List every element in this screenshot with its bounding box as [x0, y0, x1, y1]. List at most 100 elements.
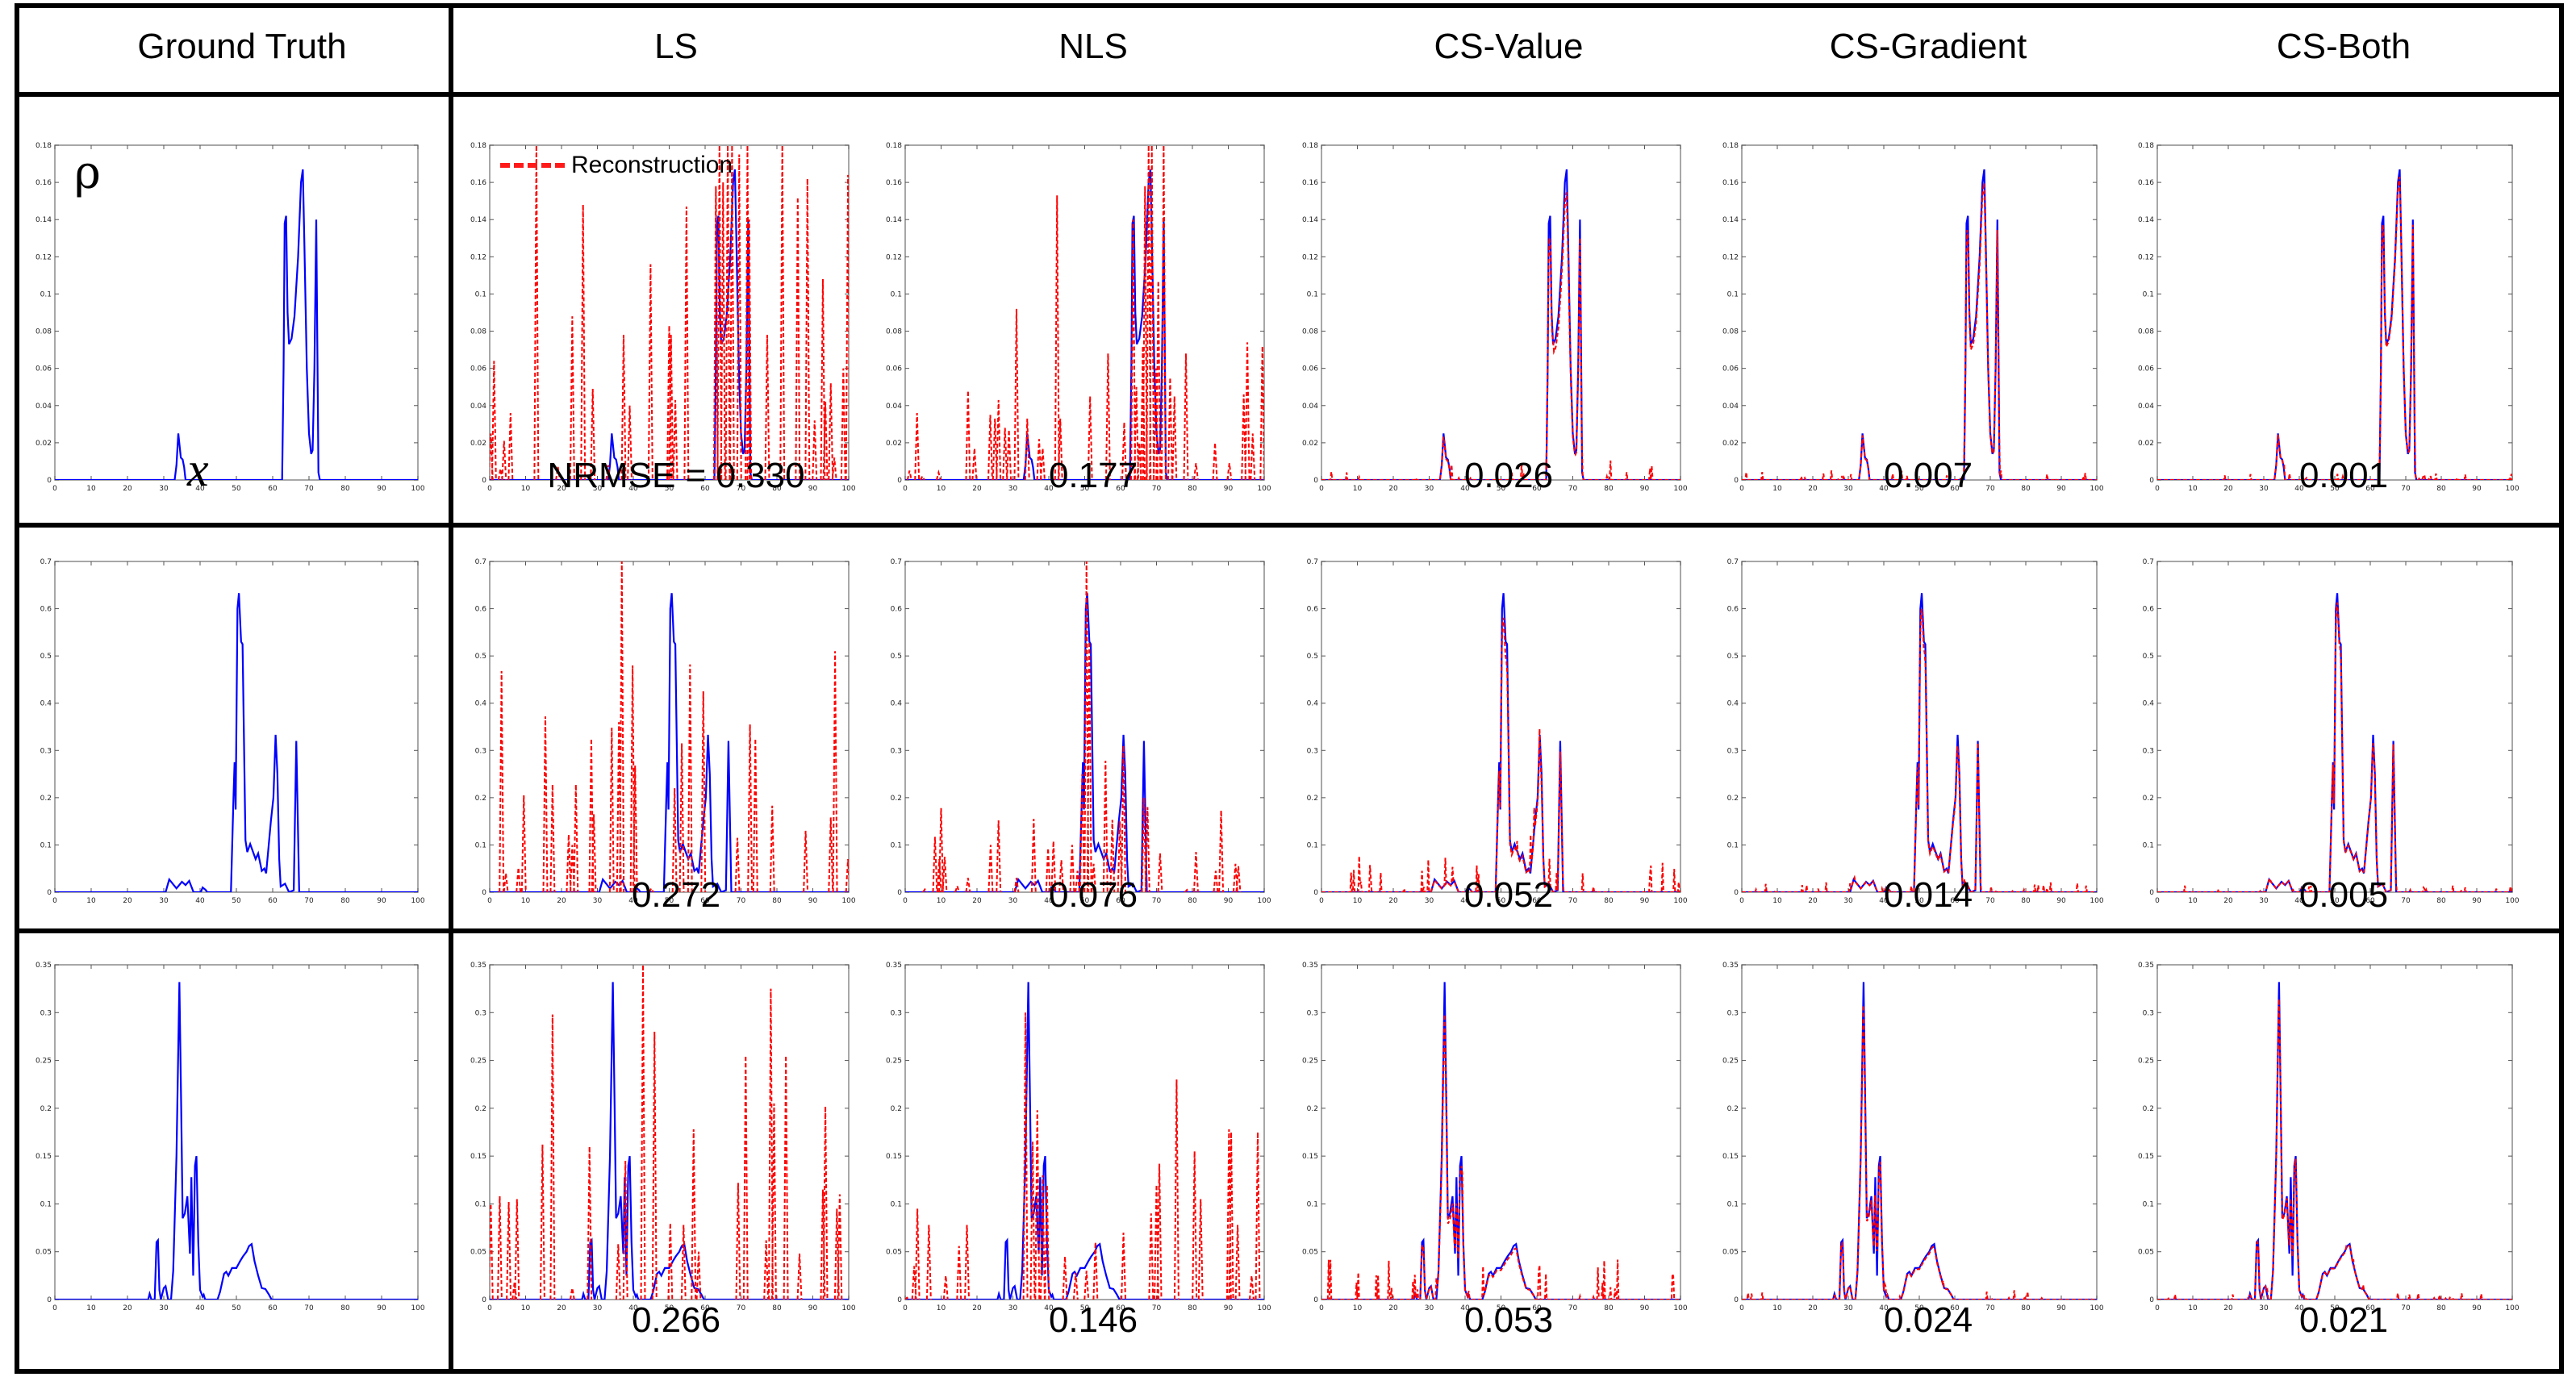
x-tick-label: 100 [2505, 897, 2519, 905]
x-tick-label: 0 [1319, 485, 1324, 493]
y-tick-label: 0.4 [475, 700, 487, 708]
ground-truth-line [905, 593, 1264, 892]
y-tick-label: 0 [482, 889, 486, 897]
y-tick-label: 0.1 [2143, 290, 2154, 298]
x-tick-label: 100 [1673, 485, 1687, 493]
x-tick-label: 80 [340, 485, 350, 493]
plot-r3-gt: 0 10 20 30 40 50 60 70 80 90 100 0 0.05 0.1 0.15 0.2 0.2… [23, 958, 434, 1325]
y-tick-label: 0.14 [1722, 216, 1739, 224]
y-tick-label: 0.18 [1302, 142, 1318, 150]
reconstruction-line [905, 1012, 1261, 1300]
y-tick-label: 0.2 [2143, 1105, 2154, 1113]
y-tick-label: 0.04 [886, 403, 902, 411]
x-tick-label: 80 [2021, 485, 2031, 493]
ground-truth-line [1742, 982, 2097, 1300]
x-tick-label: 90 [1224, 1304, 1234, 1312]
x-tick-label: 70 [304, 1304, 314, 1312]
x-tick-label: 40 [1460, 485, 1470, 493]
x-tick-label: 50 [1080, 1304, 1090, 1312]
y-tick-label: 0.4 [891, 700, 903, 708]
plot-r3-nls: 0 10 20 30 40 50 60 70 80 90 100 0 0.05 0.1 0.15 0.2 0.2… [873, 958, 1280, 1325]
y-tick-label: 0.6 [475, 606, 487, 614]
y-tick-label: 0.35 [886, 962, 902, 970]
plot-r3-cs-gradient: 0 10 20 30 40 50 60 70 80 90 100 0 0.05 0.1 0.15 0.2 0.2… [1710, 958, 2113, 1325]
rho-symbol: ρ [74, 147, 101, 199]
y-tick-label: 0.15 [886, 1153, 902, 1161]
x-tick-label: 70 [304, 897, 314, 905]
plot-r1-gt: 0 10 20 30 40 50 60 70 80 90 100 0 0.02 0.04 0.06 0.08 0… [23, 139, 434, 506]
plot-axes-box [489, 964, 850, 1300]
y-tick-label: 0.3 [1307, 747, 1318, 755]
x-tick-label: 80 [2021, 1304, 2031, 1312]
ground-truth-line [55, 169, 418, 480]
y-tick-label: 0.1 [891, 290, 902, 298]
ground-truth-line [905, 982, 1264, 1300]
y-tick-label: 0 [2149, 477, 2154, 485]
y-tick-label: 0.05 [1722, 1249, 1739, 1257]
y-tick-label: 0.1 [2143, 841, 2154, 849]
y-tick-label: 0.25 [470, 1058, 486, 1066]
plot-r1-ls: 0 10 20 30 40 50 60 70 80 90 100 0 0.02 0.04 0.06 0.08 0… [457, 139, 865, 506]
x-tick-label: 70 [1568, 485, 1578, 493]
y-tick-label: 0.25 [886, 1058, 902, 1066]
ground-truth-line [55, 982, 418, 1300]
x-tick-label: 30 [593, 897, 603, 905]
x-tick-label: 70 [1985, 897, 1995, 905]
ground-truth-column-divider [449, 3, 453, 1374]
header-cs-both: CS-Both [2276, 27, 2411, 66]
x-tick-label: 20 [557, 1304, 566, 1312]
y-tick-label: 0.05 [35, 1249, 52, 1257]
x-tick-label: 90 [377, 485, 386, 493]
row-divider-1 [15, 523, 2564, 528]
y-tick-label: 0.3 [1307, 1009, 1318, 1017]
x-tick-label: 90 [2472, 1304, 2482, 1312]
y-tick-label: 0.1 [475, 841, 486, 849]
y-tick-label: 0 [1734, 1296, 1739, 1304]
x-tick-label: 20 [557, 485, 566, 493]
x-tick-label: 100 [411, 1304, 424, 1312]
plot-axes-box [904, 964, 1265, 1300]
y-tick-label: 0.16 [1302, 179, 1318, 187]
y-tick-label: 0.4 [1307, 700, 1319, 708]
y-tick-label: 0.7 [475, 558, 486, 566]
x-tick-label: 0 [903, 897, 908, 905]
x-tick-label: 60 [1532, 1304, 1542, 1312]
y-tick-label: 0.7 [1727, 558, 1739, 566]
plot-r1-cs-both: 0 10 20 30 40 50 60 70 80 90 100 0 0.02 0.04 0.06 0.08 0… [2125, 139, 2528, 506]
x-tick-label: 50 [665, 897, 674, 905]
y-tick-label: 0.1 [2143, 1200, 2154, 1208]
x-tick-label: 80 [340, 1304, 350, 1312]
metric-r1-cs-both: 0.001 [2298, 456, 2389, 495]
y-tick-label: 0.14 [886, 216, 902, 224]
y-tick-label: 0.7 [891, 558, 902, 566]
legend-label: Reconstruction [571, 152, 733, 178]
x-tick-label: 100 [1673, 897, 1687, 905]
header-ls: LS [654, 27, 698, 66]
x-tick-label: 70 [1985, 1304, 1995, 1312]
x-tick-label: 90 [1224, 897, 1234, 905]
y-tick-label: 0.3 [475, 1009, 486, 1017]
x-tick-label: 80 [2436, 485, 2446, 493]
y-tick-label: 0.06 [2138, 365, 2154, 373]
x-tick-label: 20 [2223, 1304, 2233, 1312]
x-tick-label: 0 [1319, 897, 1324, 905]
metric-r3-cs-gradient: 0.024 [1883, 1300, 1973, 1340]
y-tick-label: 0.1 [40, 841, 52, 849]
x-tick-label: 40 [1460, 1304, 1470, 1312]
y-tick-label: 0.04 [1302, 403, 1318, 411]
metric-r2-ls: 0.272 [631, 875, 721, 915]
y-tick-label: 0.12 [2138, 253, 2154, 261]
metric-r2-cs-value: 0.052 [1463, 875, 1554, 915]
y-tick-label: 0.14 [2138, 216, 2154, 224]
y-tick-label: 0 [482, 477, 486, 485]
reconstruction-line [2157, 602, 2512, 892]
y-tick-label: 0.4 [40, 700, 52, 708]
x-tick-label: 0 [52, 897, 57, 905]
x-tick-label: 50 [1080, 897, 1090, 905]
x-tick-label: 0 [1739, 1304, 1744, 1312]
y-tick-label: 0.12 [1302, 253, 1318, 261]
metric-r1-nls: 0.177 [1048, 456, 1138, 495]
reconstruction-line [1742, 608, 2097, 892]
x-tick-label: 80 [772, 1304, 782, 1312]
plot-axes-box [1741, 144, 2098, 481]
